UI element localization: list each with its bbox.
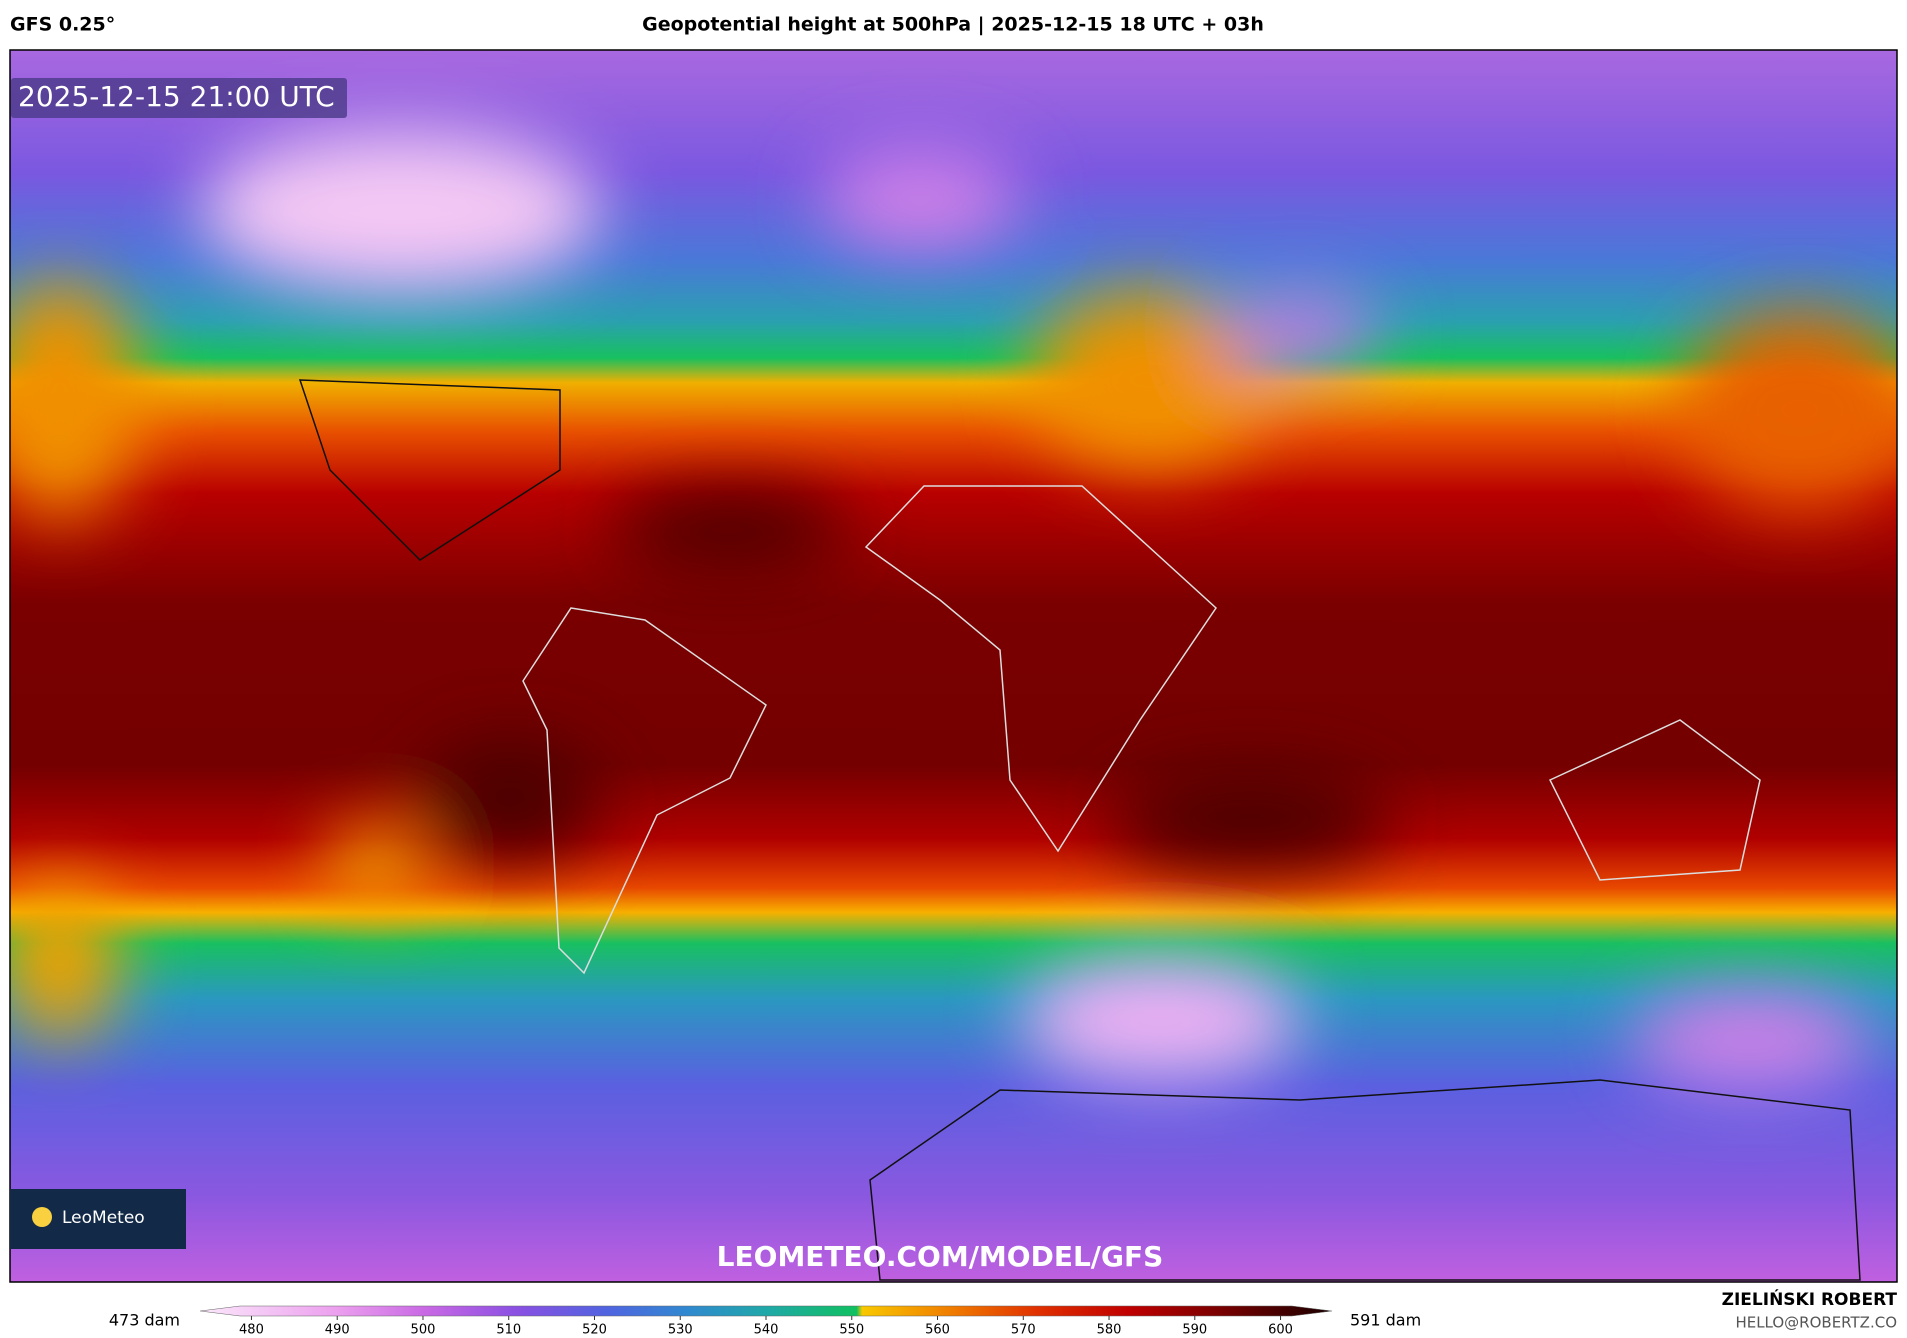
- time-box: [11, 78, 347, 118]
- colorbar-tick-label: 550: [839, 1323, 864, 1338]
- colorbar-tick-label: 590: [1182, 1323, 1207, 1338]
- colorbar-tick-label: 570: [1011, 1323, 1036, 1338]
- colorbar-tick-label: 530: [668, 1323, 693, 1338]
- colorbar-tick-label: 490: [325, 1323, 350, 1338]
- coastline: [522, 607, 767, 975]
- colorbar-tick-label: 600: [1268, 1323, 1293, 1338]
- colorbar-tick-label: 500: [411, 1323, 436, 1338]
- logo-text: LeoMeteo: [62, 1208, 145, 1228]
- watermark: LEOMETEO.COM/MODEL/GFS: [717, 1240, 1164, 1273]
- email: HELLO@ROBERTZ.CO: [1735, 1314, 1897, 1332]
- model-name: GFS 0.25°: [10, 14, 115, 36]
- colorbar-tick-label: 510: [496, 1323, 521, 1338]
- map-field: [10, 50, 1897, 1282]
- field-features: [10, 130, 1897, 1090]
- coastline: [869, 1079, 1861, 1281]
- colorbar: 473 dam 591 dam 480 490 500 510 520 530 540 550…: [109, 1305, 1421, 1338]
- logo-sun: [32, 1207, 52, 1227]
- author: ZIELIŃSKI ROBERT: [1722, 1288, 1898, 1310]
- colorbar-max: 591 dam: [1350, 1311, 1421, 1330]
- map-frame: [9, 49, 1898, 1283]
- coastline: [298, 379, 561, 561]
- colorbar-min: 473 dam: [109, 1311, 180, 1330]
- colorbar-tick-label: 520: [582, 1323, 607, 1338]
- colorbar-tick-label: 480: [239, 1323, 264, 1338]
- colorbar-tick-label: 540: [754, 1323, 779, 1338]
- valid-time: 2025-12-15 21:00 UTC: [18, 80, 335, 113]
- map-title: Geopotential height at 500hPa | 2025-12-…: [642, 14, 1264, 36]
- colorbar-tick-label: 560: [925, 1323, 950, 1338]
- coastline: [864, 485, 1217, 853]
- colorbar-scale: [199, 1305, 1333, 1317]
- colorbar-tick-label: 580: [1097, 1323, 1122, 1338]
- coastline: [1548, 719, 1761, 881]
